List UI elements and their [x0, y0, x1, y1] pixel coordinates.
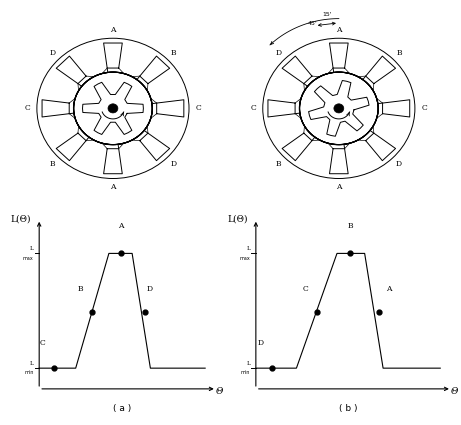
Text: C: C: [25, 105, 30, 112]
Text: B: B: [276, 160, 281, 168]
Text: L(Θ): L(Θ): [227, 214, 248, 224]
Text: max: max: [240, 255, 250, 261]
Text: 15': 15': [322, 11, 331, 17]
Text: L(Θ): L(Θ): [11, 214, 31, 224]
Text: max: max: [23, 255, 34, 261]
Text: A: A: [110, 183, 116, 191]
Circle shape: [108, 104, 118, 113]
Text: Θ: Θ: [450, 386, 458, 396]
Text: D: D: [147, 285, 153, 293]
Text: D: D: [170, 160, 176, 168]
Text: D: D: [258, 339, 264, 347]
Text: 45': 45': [307, 21, 317, 26]
Text: ( a ): ( a ): [113, 403, 131, 413]
Text: A: A: [336, 26, 342, 34]
Text: Θ: Θ: [215, 386, 223, 396]
Text: A: A: [110, 26, 116, 34]
Text: B: B: [78, 285, 83, 293]
Text: L: L: [30, 361, 34, 366]
Text: min: min: [241, 370, 250, 375]
Text: D: D: [396, 160, 402, 168]
Text: C: C: [421, 105, 427, 112]
Text: ( b ): ( b ): [339, 403, 357, 413]
Text: C: C: [251, 105, 256, 112]
Text: B: B: [347, 222, 353, 230]
Text: L: L: [30, 246, 34, 251]
Text: A: A: [386, 285, 391, 293]
Text: C: C: [195, 105, 201, 112]
Text: A: A: [336, 183, 342, 191]
Text: D: D: [50, 49, 56, 57]
Text: L: L: [247, 361, 250, 366]
Text: B: B: [171, 49, 176, 57]
Text: min: min: [24, 370, 34, 375]
Text: D: D: [276, 49, 282, 57]
Text: B: B: [50, 160, 55, 168]
Circle shape: [334, 104, 344, 113]
Text: C: C: [302, 285, 308, 293]
Text: A: A: [118, 222, 123, 230]
Text: B: B: [396, 49, 402, 57]
Text: C: C: [40, 339, 46, 347]
Text: L: L: [247, 246, 250, 251]
